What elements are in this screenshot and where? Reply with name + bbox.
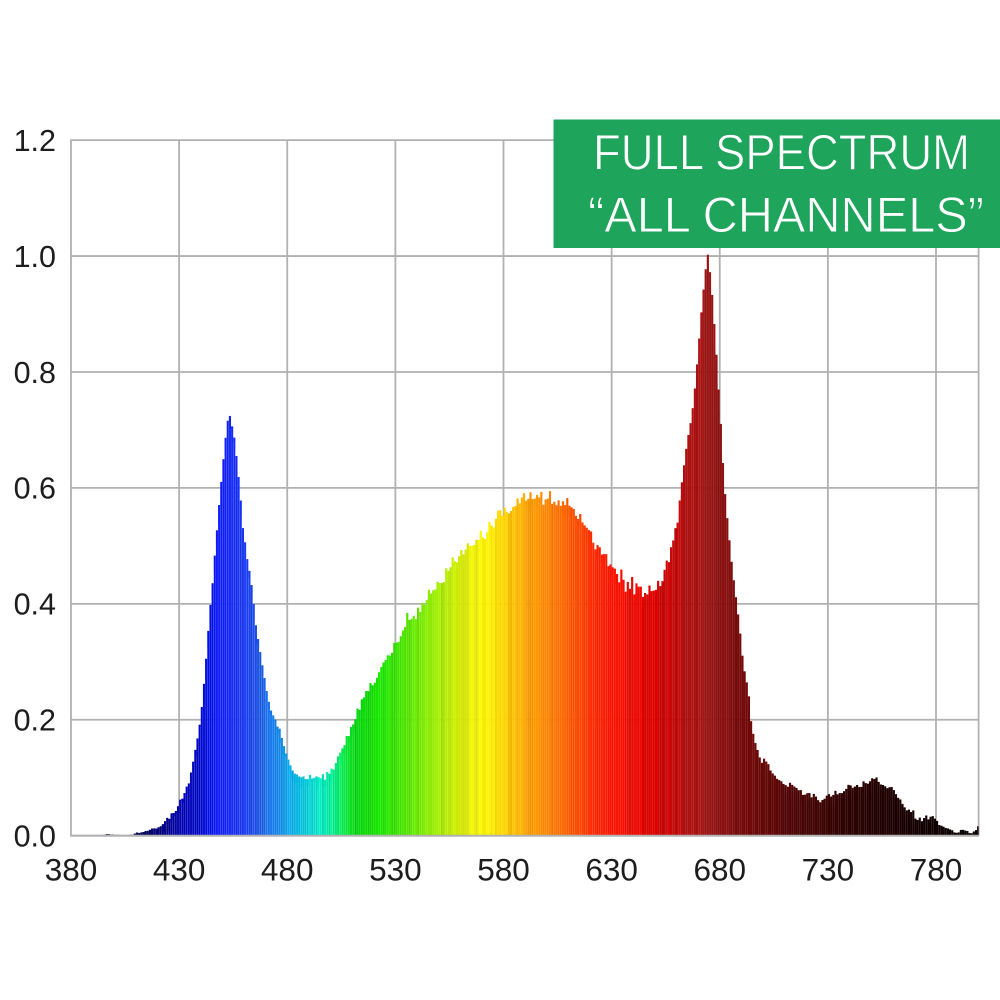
svg-text:0.6: 0.6: [14, 472, 56, 506]
svg-text:730: 730: [802, 852, 855, 888]
svg-text:530: 530: [369, 852, 422, 888]
svg-text:0.0: 0.0: [14, 820, 56, 854]
svg-text:680: 680: [694, 852, 747, 888]
svg-text:0.8: 0.8: [14, 356, 56, 390]
svg-text:“ALL CHANNELS”: “ALL CHANNELS”: [588, 186, 984, 243]
svg-text:1.2: 1.2: [14, 124, 56, 158]
svg-text:430: 430: [153, 852, 206, 888]
svg-text:630: 630: [585, 852, 638, 888]
svg-text:380: 380: [45, 852, 98, 888]
svg-text:580: 580: [477, 852, 530, 888]
svg-text:0.4: 0.4: [14, 588, 56, 622]
svg-text:FULL SPECTRUM: FULL SPECTRUM: [593, 124, 970, 181]
svg-text:1.0: 1.0: [14, 240, 56, 274]
svg-text:480: 480: [261, 852, 314, 888]
svg-text:780: 780: [910, 852, 963, 888]
svg-text:0.2: 0.2: [14, 704, 56, 738]
